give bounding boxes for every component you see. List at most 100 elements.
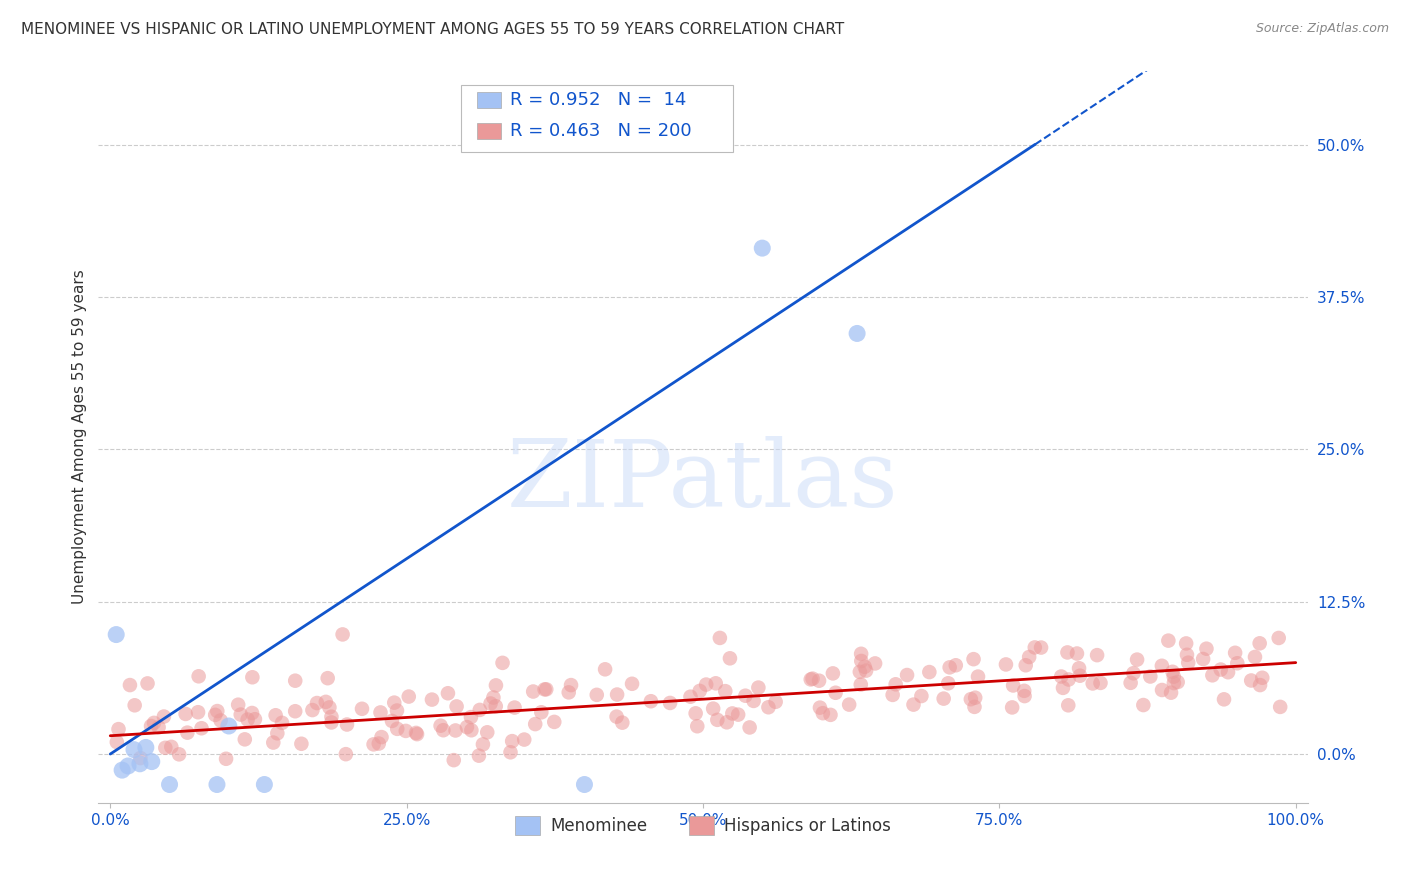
- Point: [1161, 665, 1184, 679]
- Point: [536, 682, 558, 697]
- Point: [853, 659, 876, 673]
- Point: [460, 710, 482, 724]
- Point: [1090, 676, 1112, 690]
- Point: [716, 715, 738, 730]
- Point: [432, 723, 454, 738]
- Point: [849, 647, 872, 661]
- Point: [738, 721, 761, 735]
- Point: [205, 778, 228, 792]
- Point: [233, 732, 256, 747]
- Point: [1163, 670, 1185, 684]
- Point: [160, 739, 183, 754]
- Point: [585, 688, 607, 702]
- Point: [1209, 663, 1232, 677]
- Point: [1024, 640, 1046, 655]
- Point: [824, 686, 846, 700]
- Point: [501, 734, 523, 748]
- Point: [709, 631, 731, 645]
- Point: [967, 670, 990, 684]
- Point: [963, 699, 986, 714]
- Text: R = 0.952   N =  14: R = 0.952 N = 14: [509, 91, 686, 109]
- Point: [382, 696, 405, 710]
- Point: [765, 695, 787, 709]
- Point: [143, 715, 166, 730]
- Point: [406, 727, 429, 741]
- FancyBboxPatch shape: [477, 123, 501, 139]
- Point: [316, 671, 339, 685]
- Point: [420, 692, 443, 706]
- Point: [855, 664, 877, 678]
- Point: [533, 682, 555, 697]
- Point: [105, 735, 128, 749]
- Point: [593, 662, 616, 676]
- Point: [686, 719, 709, 733]
- Point: [1085, 648, 1108, 662]
- Point: [659, 696, 682, 710]
- Text: MENOMINEE VS HISPANIC OR LATINO UNEMPLOYMENT AMONG AGES 55 TO 59 YEARS CORRELATI: MENOMINEE VS HISPANIC OR LATINO UNEMPLOY…: [21, 22, 845, 37]
- Point: [820, 707, 842, 722]
- Point: [290, 737, 312, 751]
- Point: [429, 719, 451, 733]
- Point: [612, 715, 634, 730]
- Point: [1213, 692, 1236, 706]
- Point: [240, 670, 263, 684]
- Point: [1014, 689, 1036, 703]
- Point: [437, 686, 460, 700]
- Point: [851, 654, 873, 668]
- Point: [965, 690, 987, 705]
- Point: [387, 722, 409, 736]
- Point: [315, 695, 337, 709]
- Point: [524, 717, 547, 731]
- Point: [124, 698, 146, 713]
- Point: [190, 721, 212, 735]
- Point: [468, 703, 491, 717]
- Point: [994, 657, 1017, 672]
- Point: [446, 699, 468, 714]
- Point: [1067, 661, 1090, 675]
- Point: [606, 709, 628, 723]
- Point: [808, 673, 831, 688]
- Point: [1240, 673, 1263, 688]
- Point: [321, 709, 343, 723]
- Point: [704, 676, 727, 690]
- Point: [910, 689, 932, 703]
- Point: [262, 735, 284, 749]
- Point: [284, 673, 307, 688]
- Point: [148, 720, 170, 734]
- Point: [962, 652, 984, 666]
- Point: [187, 669, 209, 683]
- Point: [174, 706, 197, 721]
- Point: [1167, 675, 1189, 690]
- Point: [204, 707, 226, 722]
- Point: [1057, 698, 1080, 713]
- Point: [530, 706, 553, 720]
- Point: [936, 676, 959, 690]
- Point: [129, 751, 152, 765]
- Point: [187, 705, 209, 719]
- Point: [849, 677, 872, 691]
- Point: [1157, 633, 1180, 648]
- Point: [471, 737, 494, 751]
- Point: [1216, 665, 1239, 680]
- Legend: Menominee, Hispanics or Latinos: Menominee, Hispanics or Latinos: [509, 809, 897, 842]
- Point: [801, 672, 824, 686]
- Point: [1175, 636, 1198, 650]
- Point: [105, 627, 128, 641]
- Point: [141, 755, 163, 769]
- Point: [695, 677, 717, 691]
- Point: [253, 778, 276, 792]
- Point: [460, 723, 482, 738]
- Point: [1052, 681, 1074, 695]
- Point: [960, 692, 983, 706]
- Point: [1139, 669, 1161, 683]
- Point: [1249, 636, 1271, 650]
- Point: [209, 714, 232, 728]
- Point: [305, 696, 328, 710]
- Point: [398, 690, 420, 704]
- Point: [1251, 671, 1274, 685]
- Point: [491, 656, 513, 670]
- Point: [1057, 673, 1080, 687]
- FancyBboxPatch shape: [477, 92, 501, 108]
- Point: [321, 715, 343, 730]
- Point: [1160, 686, 1182, 700]
